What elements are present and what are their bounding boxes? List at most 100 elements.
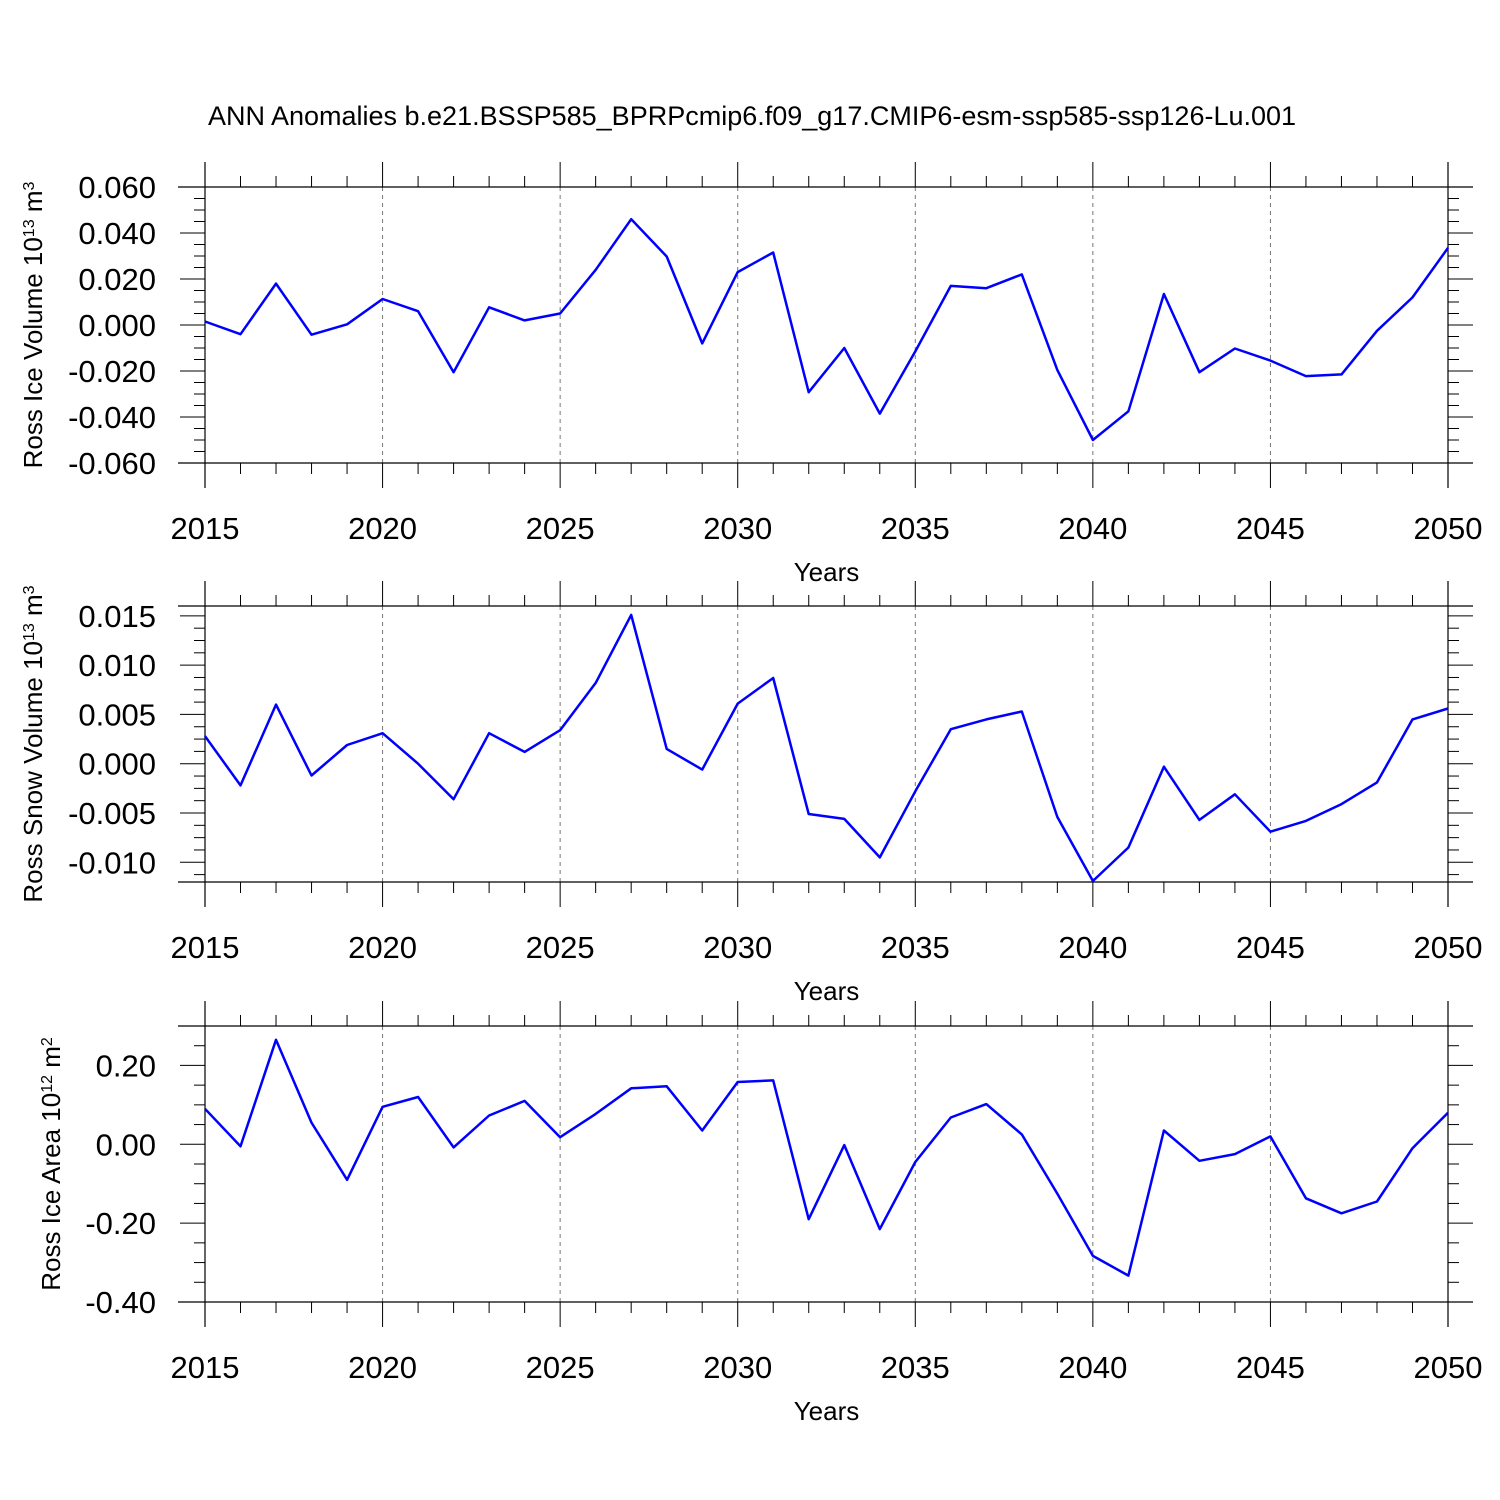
x-tick-label: 2020	[348, 930, 417, 965]
data-point	[736, 270, 740, 274]
data-point	[594, 268, 598, 272]
data-point	[1268, 830, 1272, 834]
data-point	[771, 251, 775, 255]
data-point	[1055, 368, 1059, 372]
y-tick-label: 0.005	[78, 697, 156, 732]
data-point	[665, 747, 669, 751]
series-line	[204, 1038, 1449, 1277]
x-tick-label: 2050	[1414, 1350, 1483, 1385]
data-point	[984, 1102, 988, 1106]
data-point	[1268, 359, 1272, 363]
data-point	[949, 727, 953, 731]
data-point	[700, 768, 704, 772]
data-point	[558, 312, 562, 316]
y-axis-title-text: Ross Snow Volume 10	[18, 641, 48, 903]
x-tick-label: 2030	[703, 1350, 772, 1385]
data-point	[452, 797, 456, 801]
data-point	[1339, 372, 1343, 376]
x-tick-label: 2040	[1058, 511, 1127, 546]
data-point	[1020, 1132, 1024, 1136]
data-point	[310, 774, 314, 778]
data-point	[1126, 409, 1130, 413]
data-point	[203, 1107, 207, 1111]
data-point	[878, 1227, 882, 1231]
data-point	[274, 1038, 278, 1042]
y-axis-title-text: m	[36, 1046, 66, 1075]
data-point	[1055, 1192, 1059, 1196]
data-point	[274, 703, 278, 707]
y-axis-title-text: Ross Ice Area 10	[36, 1093, 66, 1291]
series-line	[203, 613, 1449, 883]
x-axis-title: Years	[794, 976, 860, 1006]
x-tick-label: 2015	[171, 1350, 240, 1385]
y-tick-label: -0.40	[85, 1285, 156, 1320]
x-tick-label: 2025	[526, 930, 595, 965]
data-point	[665, 254, 669, 258]
data-point	[1410, 717, 1414, 721]
data-point	[416, 1095, 420, 1099]
data-point	[558, 1135, 562, 1139]
data-point	[594, 681, 598, 685]
x-axis-title: Years	[794, 1396, 860, 1426]
y-tick-label: 0.060	[78, 170, 156, 205]
data-point	[310, 333, 314, 337]
chart-panel-1: -0.060 -0.040 -0.020 0.000 0.020 0.040 0.060 20…	[18, 162, 1482, 587]
data-point	[629, 1086, 633, 1090]
data-point	[771, 676, 775, 680]
x-tick-label: 2035	[881, 1350, 950, 1385]
data-point	[487, 731, 491, 735]
data-point	[878, 412, 882, 416]
data-point	[1446, 1111, 1450, 1115]
data-point	[523, 1099, 527, 1103]
data-point	[700, 341, 704, 345]
data-point	[1091, 879, 1095, 883]
data-point	[1126, 846, 1130, 850]
data-point	[949, 284, 953, 288]
x-tick-label: 2025	[526, 511, 595, 546]
data-point	[913, 789, 917, 793]
data-point	[984, 717, 988, 721]
data-point	[1339, 1211, 1343, 1215]
data-point	[416, 309, 420, 313]
y-axis-title: Ross Ice Area 1012 m2	[36, 1037, 66, 1291]
y-axis-title-superscript: 3	[21, 181, 38, 190]
data-point	[1410, 1146, 1414, 1150]
data-point	[345, 322, 349, 326]
chart-panel-2: -0.010 -0.005 0.000 0.005 0.010 0.015 2015 2020…	[18, 581, 1482, 1006]
data-point	[1410, 295, 1414, 299]
chart-title: ANN Anomalies b.e21.BSSP585_BPRPcmip6.f0…	[208, 101, 1296, 131]
data-point	[1197, 1159, 1201, 1163]
data-point	[239, 1144, 243, 1148]
y-axis-title-text: Ross Ice Volume 10	[18, 237, 48, 468]
data-point	[842, 346, 846, 350]
y-axis-title-text: m	[18, 594, 48, 623]
x-tick-label: 2015	[171, 511, 240, 546]
y-tick-label: 0.020	[78, 262, 156, 297]
x-tick-label: 2045	[1236, 511, 1305, 546]
y-tick-label: 0.015	[78, 599, 156, 634]
data-point	[487, 305, 491, 309]
data-point	[949, 1115, 953, 1119]
x-tick-label: 2040	[1058, 1350, 1127, 1385]
data-point	[1162, 292, 1166, 296]
y-axis-title: Ross Snow Volume 1013 m3	[18, 585, 48, 902]
y-axis-title-text: m	[18, 190, 48, 219]
y-axis-title-superscript: 13	[21, 623, 38, 641]
data-point	[345, 743, 349, 747]
x-tick-label: 2045	[1236, 930, 1305, 965]
data-point	[736, 702, 740, 706]
data-point	[1233, 1152, 1237, 1156]
data-point	[1375, 329, 1379, 333]
data-point	[1197, 818, 1201, 822]
data-point	[310, 1121, 314, 1125]
y-tick-label: -0.040	[68, 400, 156, 435]
data-point	[381, 297, 385, 301]
data-point	[878, 855, 882, 859]
y-axis-title: Ross Ice Volume 1013 m3	[18, 181, 48, 468]
y-tick-label: 0.000	[78, 747, 156, 782]
data-point	[629, 613, 633, 617]
data-point	[807, 812, 811, 816]
data-point	[523, 750, 527, 754]
y-axis-title-superscript: 13	[21, 219, 38, 237]
data-point	[1304, 819, 1308, 823]
